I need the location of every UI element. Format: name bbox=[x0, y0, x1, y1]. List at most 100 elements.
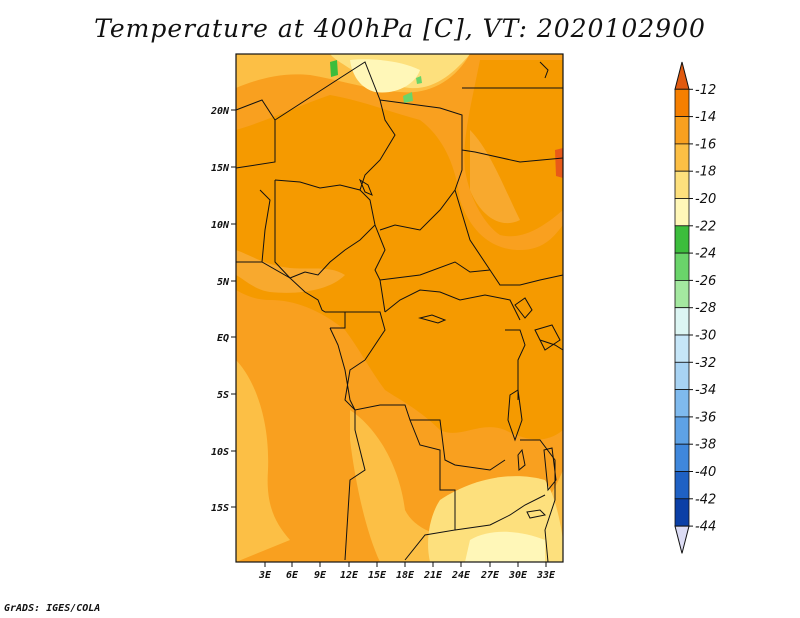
field-minus12-patch bbox=[555, 148, 563, 178]
lon-label: 33E bbox=[536, 570, 556, 581]
colorbar-box bbox=[674, 252, 690, 281]
temperature-field bbox=[236, 54, 563, 562]
boundary-nigeria-west bbox=[274, 180, 306, 279]
lake-kariba bbox=[526, 509, 547, 519]
field-minus26-spot-3 bbox=[416, 76, 422, 84]
river-congo bbox=[418, 314, 447, 324]
lat-label: EQ bbox=[217, 333, 229, 344]
colorbar-label: -20 bbox=[695, 192, 716, 207]
boundary-nigeria-east bbox=[304, 189, 376, 276]
lat-label: 10S bbox=[211, 447, 229, 458]
country-boundaries bbox=[235, 61, 564, 563]
colorbar-label: -40 bbox=[695, 465, 716, 480]
colorbar-box bbox=[674, 389, 690, 418]
colorbar-label: -34 bbox=[695, 383, 716, 398]
lake-albert bbox=[514, 297, 533, 319]
lon-label: 15E bbox=[368, 570, 387, 581]
colorbar-box bbox=[674, 416, 690, 445]
colorbar-label: -28 bbox=[695, 301, 716, 316]
colorbar-box bbox=[674, 225, 690, 254]
lat-label: 10N bbox=[211, 220, 230, 231]
coastline-gulf-guinea bbox=[236, 261, 326, 313]
field-minus16-band bbox=[236, 250, 345, 293]
colorbar-box bbox=[674, 307, 690, 336]
field-minus14-main bbox=[236, 95, 563, 440]
colorbar-label: -22 bbox=[695, 219, 716, 234]
lat-label: 15S bbox=[211, 503, 229, 514]
lat-label: 5N bbox=[217, 277, 230, 288]
boundary-sudan-south bbox=[454, 189, 564, 286]
boundary-drc-north bbox=[384, 289, 521, 321]
colorbar-box bbox=[674, 443, 690, 472]
field-minus18-south bbox=[350, 410, 563, 562]
lon-label: 24E bbox=[451, 570, 471, 581]
colorbar-label: -12 bbox=[695, 83, 716, 98]
colorbar-box bbox=[674, 116, 690, 145]
colorbar-bottom-triangle bbox=[674, 525, 690, 554]
colorbar-box bbox=[674, 334, 690, 363]
boundary-cameroon bbox=[374, 224, 386, 313]
lake-chad bbox=[358, 178, 373, 196]
coastline-gabon-congo bbox=[329, 327, 356, 411]
lon-label: 6E bbox=[286, 570, 299, 581]
colorbar-box bbox=[674, 361, 690, 390]
colorbar-label: -32 bbox=[695, 356, 716, 371]
lon-label: 9E bbox=[314, 570, 327, 581]
lon-label: 27E bbox=[480, 570, 500, 581]
boundary-niger bbox=[274, 61, 396, 191]
colorbar-label: -36 bbox=[695, 410, 716, 425]
colorbar-label: -30 bbox=[695, 329, 716, 344]
boundary-eq-guinea bbox=[325, 311, 346, 329]
boundary-benin bbox=[259, 189, 271, 263]
lon-label: 3E bbox=[258, 570, 272, 581]
boundary-zambia-south bbox=[454, 494, 546, 531]
colorbar-box bbox=[674, 88, 690, 118]
lon-label: 21E bbox=[423, 570, 443, 581]
colorbar-label: -42 bbox=[695, 492, 716, 507]
colorbar-label: -18 bbox=[695, 165, 716, 180]
field-minus18-west bbox=[236, 360, 290, 562]
boundary-angola-east bbox=[404, 419, 456, 561]
colorbar-box bbox=[674, 143, 690, 172]
axis-ticks bbox=[231, 109, 547, 567]
colorbar-label: -44 bbox=[695, 520, 716, 535]
field-minus26-spot-2 bbox=[403, 92, 413, 103]
boundary-sudan-north bbox=[461, 149, 564, 163]
colorbar-label: -24 bbox=[695, 247, 716, 262]
field-minus22-south bbox=[465, 531, 545, 562]
colorbar-label: -16 bbox=[695, 137, 716, 152]
grads-credit: GrADS: IGES/COLA bbox=[4, 603, 101, 614]
colorbar-box bbox=[674, 279, 690, 309]
lon-label: 12E bbox=[340, 570, 359, 581]
boundary-lakes bbox=[505, 329, 526, 400]
colorbar: -12 -14 -16 -18 -20 -22 -24 -26 -28 -30 -32 -34 -36 -… bbox=[674, 61, 716, 554]
boundary-car bbox=[379, 261, 491, 281]
lake-victoria bbox=[534, 324, 561, 351]
lon-label: 30E bbox=[508, 570, 528, 581]
lat-label: 15N bbox=[211, 163, 230, 174]
map-title: Temperature at 400hPa [C], VT: 202010290… bbox=[94, 14, 706, 43]
colorbar-box bbox=[674, 471, 690, 500]
boundary-kenya bbox=[539, 339, 564, 351]
boundary-gabon bbox=[345, 311, 386, 361]
lake-malawi bbox=[543, 447, 557, 492]
colorbar-box bbox=[674, 498, 690, 527]
boundary-drc-south bbox=[344, 359, 506, 471]
lake-mweru bbox=[517, 448, 526, 472]
lake-tanganyika bbox=[507, 389, 523, 442]
field-minus24-spot-1 bbox=[330, 60, 338, 77]
colorbar-top-triangle bbox=[674, 61, 690, 90]
lat-label: 20N bbox=[210, 106, 230, 117]
colorbar-box bbox=[674, 198, 690, 227]
colorbar-label: -14 bbox=[695, 110, 716, 125]
colorbar-label: -26 bbox=[695, 274, 716, 289]
colorbar-box bbox=[674, 170, 690, 199]
colorbar-label: -38 bbox=[695, 438, 716, 453]
longitude-labels: 3E 6E 9E 12E 15E 18E 21E 24E 27E 30E 33E bbox=[258, 570, 556, 581]
boundary-angola-west bbox=[344, 410, 366, 561]
lon-label: 18E bbox=[396, 570, 415, 581]
latitude-labels: 20N 15N 10N 5N EQ 5S 10S 15S bbox=[210, 106, 230, 514]
map-frame bbox=[235, 53, 564, 563]
boundary-coast-ne bbox=[539, 61, 549, 79]
